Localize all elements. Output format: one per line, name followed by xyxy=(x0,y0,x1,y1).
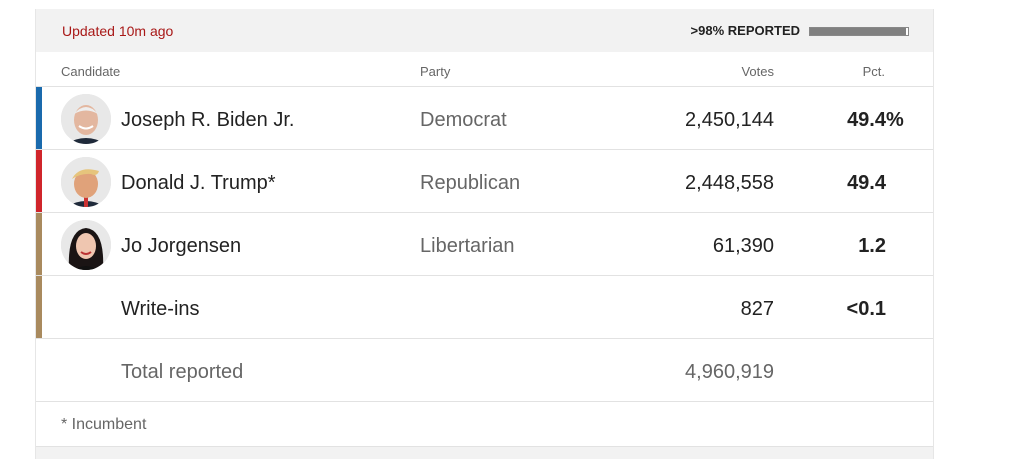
party-color-stripe xyxy=(36,150,42,212)
footnote: * Incumbent xyxy=(36,402,933,447)
total-row: Total reported 4,960,919 xyxy=(36,339,933,402)
header-candidate: Candidate xyxy=(61,64,121,79)
candidate-row: Write-ins 827 <0.1 xyxy=(36,276,933,339)
pct-value: <0.1 xyxy=(846,298,886,320)
reported-progress-fill xyxy=(810,28,907,35)
results-table: Updated 10m ago >98% REPORTED Candidate … xyxy=(35,9,934,459)
candidate-name: Donald J. Trump* xyxy=(121,172,276,194)
party-color-stripe xyxy=(36,87,42,149)
candidate-row: Joseph R. Biden Jr. Democrat 2,450,144 4… xyxy=(36,87,933,150)
candidate-votes: 827 xyxy=(740,298,774,320)
status-bar: Updated 10m ago >98% REPORTED xyxy=(36,9,933,52)
header-party: Party xyxy=(420,64,451,79)
updated-time: Updated 10m ago xyxy=(62,23,174,39)
reported-label: >98% REPORTED xyxy=(690,23,800,38)
candidate-avatar xyxy=(61,94,111,144)
candidate-avatar xyxy=(61,157,111,207)
pct-value: 1.2 xyxy=(858,235,886,257)
header-pct: Pct. xyxy=(862,64,885,79)
pct-suffix: % xyxy=(886,109,904,131)
candidate-name: Jo Jorgensen xyxy=(121,235,242,257)
candidate-row: Jo Jorgensen Libertarian 61,390 1.2 xyxy=(36,213,933,276)
candidate-party: Republican xyxy=(420,172,521,194)
candidate-pct: 1.2 xyxy=(796,235,886,258)
candidate-name: Write-ins xyxy=(121,298,200,320)
candidate-party: Libertarian xyxy=(420,235,515,257)
party-color-stripe xyxy=(36,213,42,275)
pct-value: 49.4 xyxy=(847,172,886,194)
candidate-avatar xyxy=(61,220,111,270)
candidate-votes: 61,390 xyxy=(712,235,774,257)
candidate-pct: 49.4 xyxy=(796,172,886,195)
candidate-pct: <0.1 xyxy=(796,298,886,321)
total-votes: 4,960,919 xyxy=(685,361,774,383)
pct-value: 49.4 xyxy=(847,109,886,131)
header-votes: Votes xyxy=(741,64,774,79)
candidate-pct: 49.4% xyxy=(796,109,904,132)
footnote-text: * Incumbent xyxy=(61,416,147,433)
candidate-row: Donald J. Trump* Republican 2,448,558 49… xyxy=(36,150,933,213)
reported-progress-bar xyxy=(809,27,909,36)
total-label: Total reported xyxy=(121,361,244,383)
column-headers: Candidate Party Votes Pct. xyxy=(36,52,933,87)
candidate-name: Joseph R. Biden Jr. xyxy=(121,109,295,131)
candidate-votes: 2,450,144 xyxy=(685,109,774,131)
candidate-votes: 2,448,558 xyxy=(685,172,774,194)
candidate-party: Democrat xyxy=(420,109,507,131)
party-color-stripe xyxy=(36,276,42,338)
